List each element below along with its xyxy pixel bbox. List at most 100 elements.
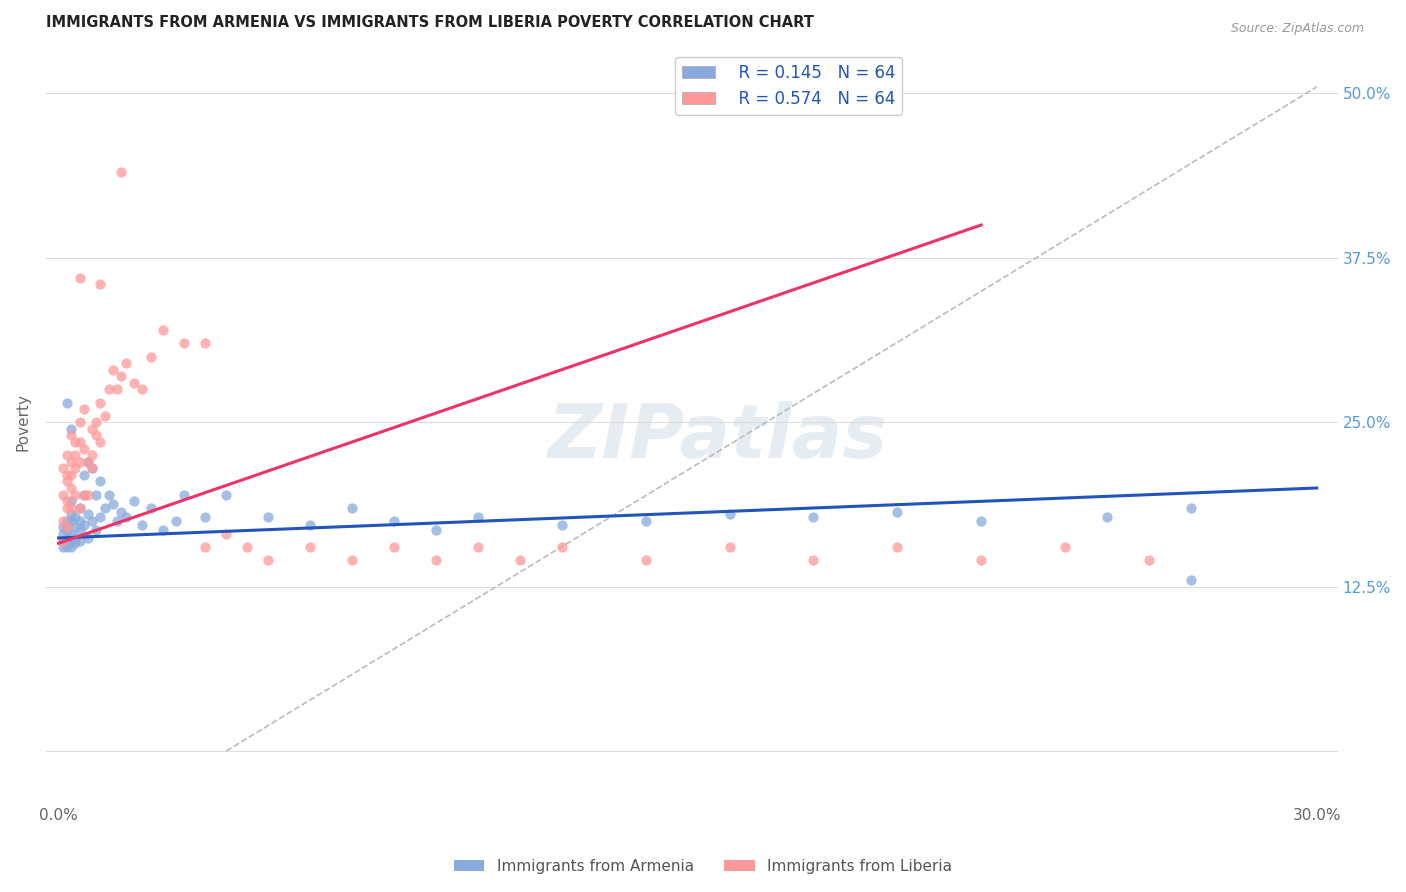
Point [69,270,91,285]
Point [886,540,908,554]
Point [56,448,79,462]
Point [84,523,107,537]
Point [236,540,259,554]
Point [93,500,115,515]
Point [215,527,238,541]
Point [60,467,83,482]
Y-axis label: Poverty: Poverty [15,393,30,451]
Point [84,415,107,429]
Point [69,514,91,528]
Point [65,487,87,501]
Point [56,500,79,515]
Point [152,323,174,337]
Point [131,383,153,397]
Point [82,461,104,475]
Point [1054,540,1077,554]
Point [131,517,153,532]
Point [718,540,741,554]
Point [60,455,83,469]
Point [114,356,136,370]
Point [165,514,187,528]
Text: IMMIGRANTS FROM ARMENIA VS IMMIGRANTS FROM LIBERIA POVERTY CORRELATION CHART: IMMIGRANTS FROM ARMENIA VS IMMIGRANTS FR… [46,15,814,30]
Point [82,461,104,475]
Point [60,500,83,515]
Point [509,553,531,567]
Point [257,510,280,524]
Point [382,514,405,528]
Point [65,448,87,462]
Point [77,508,100,522]
Point [77,487,100,501]
Point [84,487,107,501]
Point [1137,553,1160,567]
Point [110,505,132,519]
Point [52,461,75,475]
Point [122,376,145,390]
Point [69,500,91,515]
Point [56,395,79,409]
Point [152,523,174,537]
Point [56,520,79,534]
Point [65,434,87,449]
Point [73,487,96,501]
Point [173,336,195,351]
Point [77,455,100,469]
Point [1180,573,1202,587]
Point [1095,510,1118,524]
Point [60,514,83,528]
Point [56,523,79,537]
Point [65,510,87,524]
Point [89,434,111,449]
Point [56,540,79,554]
Point [105,383,128,397]
Point [69,533,91,548]
Point [52,487,75,501]
Point [110,165,132,179]
Point [56,475,79,489]
Point [77,455,100,469]
Point [970,514,993,528]
Point [382,540,405,554]
Point [194,510,217,524]
Point [69,415,91,429]
Point [89,475,111,489]
Text: ZIPatlas: ZIPatlas [548,401,887,474]
Point [69,500,91,515]
Point [82,448,104,462]
Point [105,514,128,528]
Point [340,500,363,515]
Point [60,533,83,548]
Point [97,383,120,397]
Point [425,553,447,567]
Point [52,520,75,534]
Point [52,540,75,554]
Point [52,527,75,541]
Point [101,362,124,376]
Point [89,395,111,409]
Point [299,517,322,532]
Point [65,461,87,475]
Point [101,497,124,511]
Point [65,531,87,545]
Point [60,428,83,442]
Legend:   R = 0.145   N = 64,   R = 0.574   N = 64: R = 0.145 N = 64, R = 0.574 N = 64 [675,57,903,114]
Point [551,540,574,554]
Point [89,277,111,292]
Point [60,422,83,436]
Text: Source: ZipAtlas.com: Source: ZipAtlas.com [1230,22,1364,36]
Point [89,510,111,524]
Point [52,533,75,548]
Point [52,533,75,548]
Point [1180,500,1202,515]
Point [60,481,83,495]
Point [467,540,489,554]
Point [60,540,83,554]
Point [77,531,100,545]
Point [73,442,96,456]
Point [634,553,657,567]
Point [52,514,75,528]
Legend: Immigrants from Armenia, Immigrants from Liberia: Immigrants from Armenia, Immigrants from… [447,853,959,880]
Point [84,428,107,442]
Point [634,514,657,528]
Point [65,520,87,534]
